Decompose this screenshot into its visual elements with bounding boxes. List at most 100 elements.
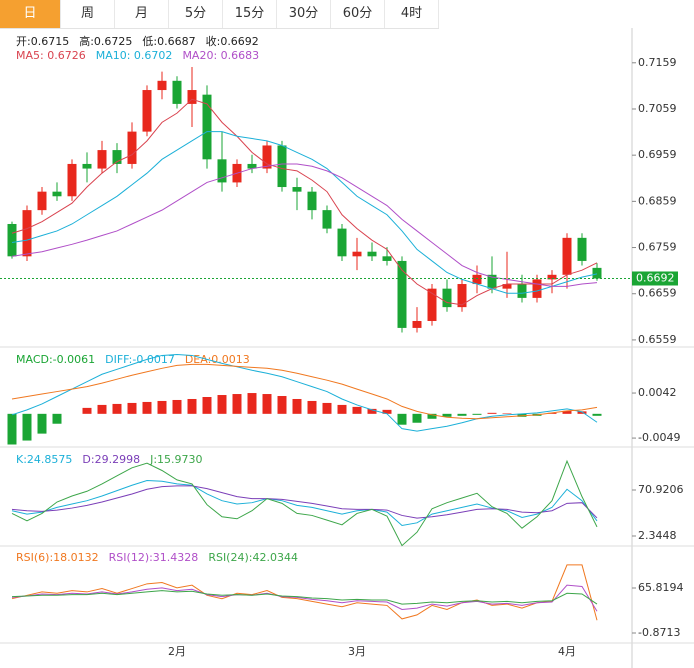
candle-body (217, 159, 227, 183)
macd-bar (232, 394, 242, 414)
last-price-label: 0.6692 (636, 271, 675, 284)
candle-body (67, 163, 77, 197)
macd-bar (112, 403, 122, 414)
macd-bar (307, 400, 317, 414)
macd-bar (7, 413, 17, 445)
indicator-line (11, 353, 598, 432)
period-tab[interactable]: 月 (115, 0, 169, 28)
y-tick-label: 0.0042 (638, 386, 677, 399)
candle-body (517, 284, 527, 298)
macd-bar (337, 404, 347, 414)
legend-text: MA10: 0.6702 (96, 49, 173, 62)
macd-bar (262, 394, 272, 414)
period-tabs: 日周月 5分 15分 30分 60分 4时 (0, 0, 439, 29)
candle-body (412, 320, 422, 328)
macd-bar (367, 408, 377, 414)
y-tick-label: 0.6659 (638, 287, 677, 300)
macd-bar (487, 412, 497, 414)
macd-bar (457, 413, 467, 416)
macd-bar (562, 410, 572, 414)
macd-bar (292, 398, 302, 414)
legend-text: MA20: 0.6683 (182, 49, 259, 62)
candle-body (457, 284, 467, 308)
indicator-line (11, 363, 598, 420)
y-tick-label: 2.3448 (638, 529, 677, 542)
macd-bar (277, 396, 287, 414)
y-tick-label: -0.0049 (638, 431, 680, 444)
y-tick-label: 0.6959 (638, 148, 677, 161)
macd-bar (217, 395, 227, 414)
macd-bar (172, 399, 182, 414)
candle-body (247, 163, 257, 169)
candle-body (502, 284, 512, 289)
candle-body (547, 274, 557, 280)
candle-body (532, 279, 542, 298)
period-tab[interactable]: 60分 (331, 0, 385, 28)
indicator-line (11, 590, 598, 605)
legend-text: J:15.9730 (149, 453, 202, 466)
candle-body (202, 94, 212, 160)
macd-bar (427, 413, 437, 419)
candle-body (367, 251, 377, 257)
period-tab[interactable]: 4时 (385, 0, 439, 28)
indicator-line (11, 485, 598, 519)
macd-bar (397, 413, 407, 425)
y-tick-label: 0.6559 (638, 333, 677, 346)
candle-body (577, 237, 587, 261)
y-tick-label: -0.8713 (638, 626, 680, 639)
last-price-box (632, 271, 678, 286)
candle-body (562, 237, 572, 275)
candle-body (442, 288, 452, 308)
macd-bar (352, 406, 362, 414)
macd-bar (22, 413, 32, 441)
legend-text: 低:0.6687 (142, 35, 195, 48)
macd-bar (412, 413, 422, 423)
candle-body (307, 191, 317, 211)
macd-bar (97, 404, 107, 414)
x-tick-label: 3月 (348, 645, 366, 658)
legend-text: 收:0.6692 (206, 34, 259, 48)
candle-body (97, 150, 107, 169)
period-tab[interactable]: 5分 (169, 0, 223, 28)
indicator-line (11, 163, 598, 287)
indicator-line (11, 564, 598, 621)
macd-bar (187, 398, 197, 414)
candle-body (277, 145, 287, 188)
candle-body (157, 80, 167, 91)
candle-body (37, 191, 47, 211)
y-tick-label: 0.6859 (638, 194, 677, 207)
period-tab[interactable]: 15分 (223, 0, 277, 28)
candle-body (22, 210, 32, 257)
legend-text: MA5: 0.6726 (16, 49, 86, 62)
candle-body (397, 260, 407, 328)
candle-body (82, 163, 92, 169)
indicator-line (11, 584, 598, 612)
y-tick-label: 65.8194 (638, 581, 684, 594)
macd-bar (82, 407, 92, 414)
legend-text: 高:0.6725 (79, 34, 132, 48)
macd-bar (382, 409, 392, 414)
candle-body (487, 274, 497, 289)
y-tick-label: 0.7059 (638, 102, 677, 115)
legend-text: D:29.2998 (82, 453, 140, 466)
candle-body (292, 187, 302, 192)
indicator-line (11, 459, 598, 547)
legend-text: K:24.8575 (16, 453, 72, 466)
candle-body (382, 256, 392, 261)
candle-body (262, 145, 272, 169)
legend-text: RSI(12):31.4328 (109, 551, 199, 564)
macd-bar (472, 413, 482, 415)
x-tick-label: 2月 (168, 645, 186, 658)
candle-body (142, 90, 152, 132)
period-tab[interactable]: 周 (61, 0, 115, 28)
y-tick-label: 70.9206 (638, 483, 684, 496)
candle-body (337, 228, 347, 257)
candle-body (352, 251, 362, 257)
candle-body (187, 90, 197, 104)
macd-bar (577, 411, 587, 414)
macd-bar (202, 397, 212, 414)
period-tab[interactable]: 日 (0, 0, 61, 28)
period-tab[interactable]: 30分 (277, 0, 331, 28)
